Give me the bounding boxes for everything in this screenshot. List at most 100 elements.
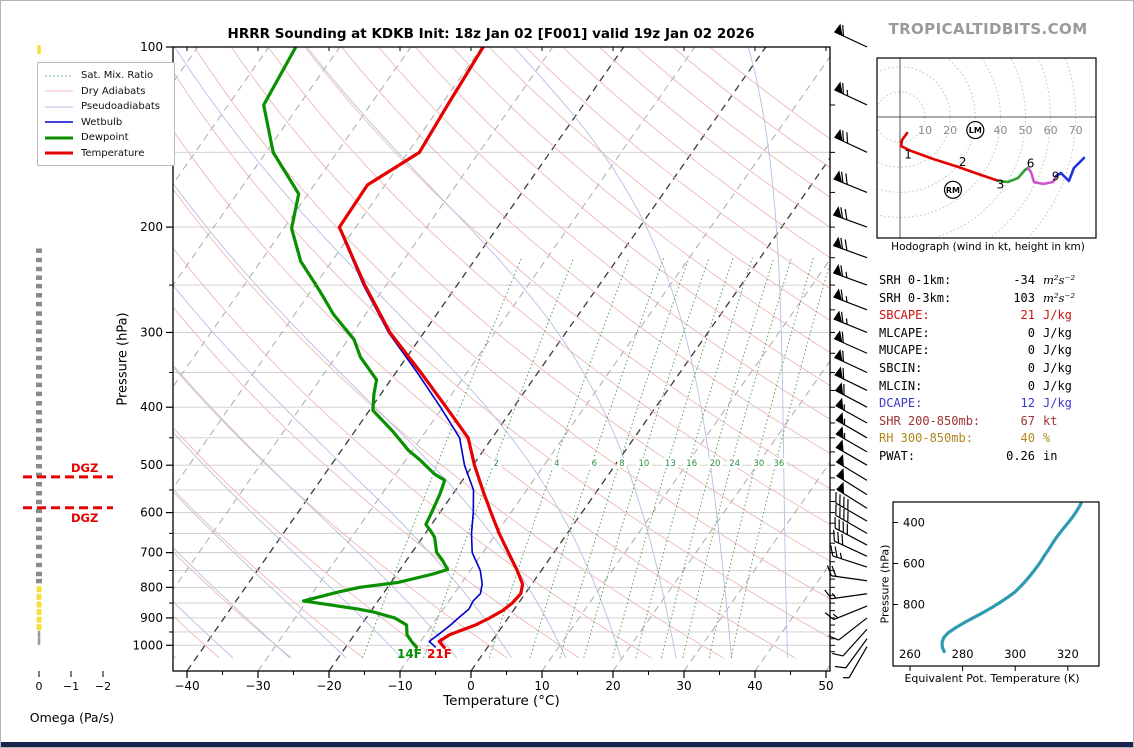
- wind-barb: [832, 206, 868, 228]
- hodograph-height-label: 1: [904, 148, 912, 162]
- wind-barb-staff: [834, 374, 868, 391]
- wind-barb: [835, 504, 868, 534]
- storm-motion-label: RM: [946, 186, 960, 195]
- hodograph-height-label: 6: [1027, 157, 1035, 171]
- index-row-rh300850mb: RH 300-850mb: 40%: [879, 431, 1105, 449]
- legend-item-temperature: Temperature: [44, 146, 168, 162]
- dry-adiabat: [173, 488, 364, 659]
- wind-barb-tick: [840, 289, 844, 301]
- legend-label: Wetbulb: [81, 116, 123, 128]
- pressure-tick-label: 900: [140, 611, 163, 625]
- wind-barb-tick: [826, 565, 832, 576]
- indices-panel: SRH 0-1km: -34 m²s⁻² SRH 0-3km: 103 m²s⁻² SBCA…: [879, 273, 1105, 467]
- index-value: 0: [1027, 325, 1035, 340]
- legend: Sat. Mix. Ratio Dry Adiabats Pseudoadiabat…: [37, 62, 175, 166]
- dry-adiabat: [525, 47, 830, 290]
- isotherm: [173, 47, 554, 591]
- omega-mark: [36, 535, 42, 540]
- dry-adiabat: [173, 70, 830, 639]
- wind-barb: [835, 492, 868, 522]
- mixing-ratio-label: 16: [686, 459, 697, 469]
- omega-mark: [36, 320, 42, 326]
- hodograph-ring-label: 50: [1019, 124, 1033, 137]
- index-label: SRH 0-1km:: [879, 273, 952, 287]
- x-tick-label: 0: [467, 679, 475, 693]
- isotherm: [186, 47, 625, 671]
- pseudoadiabat: [173, 284, 512, 659]
- theta-e-x-tick-label: 280: [952, 647, 974, 661]
- index-value: 67: [1020, 413, 1035, 428]
- hodograph-frame: [876, 57, 1097, 239]
- dry-adiabat: [451, 47, 830, 354]
- x-tick-label: −10: [387, 679, 412, 693]
- x-tick-label: 10: [534, 679, 549, 693]
- legend-label: Dry Adiabats: [81, 85, 146, 97]
- hodograph-segment-6-9km: [1026, 166, 1058, 186]
- mixing-ratio-label-halo: [707, 458, 723, 468]
- omega-mark: [37, 637, 41, 645]
- wind-barb-tick: [845, 173, 848, 185]
- wind-barb-staff: [842, 628, 868, 657]
- dgz-bottom-label: DGZ: [71, 511, 99, 525]
- wind-barb: [832, 264, 868, 286]
- omega-mark: [36, 490, 42, 496]
- wind-barb-tick: [832, 652, 844, 657]
- legend-swatch: [45, 151, 73, 155]
- isotherm: [612, 360, 830, 671]
- omega-mark: [36, 418, 42, 424]
- index-label: MLCIN:: [879, 378, 923, 393]
- wind-barb: [828, 617, 868, 641]
- mixing-ratio-label: 2: [493, 459, 498, 469]
- temperature-axis-label: Temperature (°C): [443, 693, 560, 709]
- isotherm: [683, 461, 830, 671]
- mixing-ratio-label: 13: [665, 459, 676, 469]
- dry-adiabat: [598, 47, 830, 228]
- index-value: 0: [1027, 360, 1035, 375]
- omega-mark: [36, 355, 42, 361]
- omega-tick-label: −1: [63, 680, 79, 693]
- index-label: SBCAPE:: [879, 308, 930, 323]
- mixing-ratio-label-halo: [751, 458, 767, 468]
- omega-mark: [36, 257, 42, 263]
- wind-barb-staff: [835, 502, 868, 522]
- legend-item-wetbulb: Wetbulb: [44, 115, 168, 131]
- wind-barb-tick: [840, 171, 844, 183]
- theta-e-y-tick-label: 400: [903, 516, 925, 530]
- storm-motion-marker: [966, 120, 985, 140]
- wind-barb-staff: [833, 338, 868, 354]
- pressure-tick-label: 700: [140, 546, 163, 560]
- dry-adiabat: [173, 188, 724, 659]
- index-unit: J/kg: [1043, 308, 1072, 323]
- legend-label: Temperature: [81, 147, 145, 159]
- omega-mark: [36, 593, 42, 600]
- index-row-pwat: PWAT: 0.26 in: [879, 449, 1105, 467]
- index-unit: J/kg: [1043, 343, 1072, 358]
- theta-e-y-axis-label: Pressure (hPa): [878, 544, 892, 624]
- index-unit: J/kg: [1043, 325, 1072, 340]
- bottom-bar: [1, 742, 1133, 747]
- omega-mark: [36, 337, 42, 343]
- wind-barb-pennant: [834, 23, 843, 36]
- pseudoadiabat: [513, 47, 733, 659]
- index-label: SHR 200-850mb:: [879, 413, 981, 428]
- wind-barb-tick: [842, 368, 845, 380]
- wind-barb-tick: [832, 613, 839, 619]
- wind-barb-pennant: [836, 454, 844, 467]
- wind-barb-tick: [845, 296, 848, 303]
- legend-label: Dewpoint: [81, 132, 129, 144]
- omega-mark: [36, 346, 42, 352]
- wind-barb: [826, 565, 868, 582]
- omega-mark: [36, 311, 42, 316]
- hodograph-caption: Hodograph (wind in kt, height in km): [891, 241, 1085, 253]
- wind-barb: [830, 545, 868, 568]
- omega-mark: [36, 329, 42, 334]
- legend-label: Pseudoadiabats: [81, 101, 161, 113]
- wind-barb-pennant: [834, 128, 843, 141]
- index-row-mucape: MUCAPE: 0 J/kg: [879, 343, 1105, 361]
- wind-barb-staff: [832, 555, 868, 568]
- wind-barb-staff: [834, 389, 868, 408]
- omega-tick-label: −2: [95, 680, 111, 693]
- mixing-ratio-line: [730, 261, 830, 659]
